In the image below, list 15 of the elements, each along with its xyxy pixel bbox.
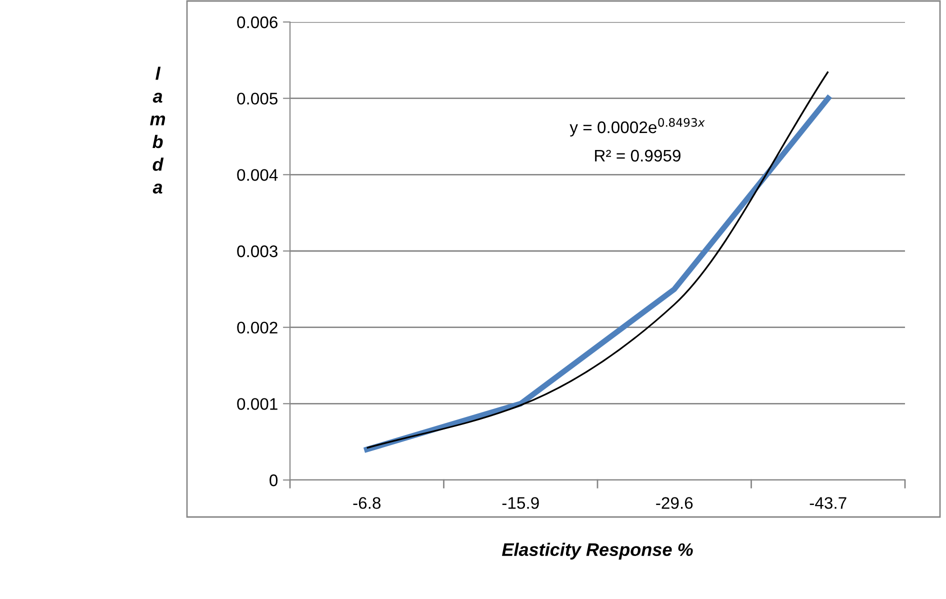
x-tick-label: -43.7 [810,497,846,509]
x-tick-label: -6.8 [353,497,381,509]
y-tick-label: 0.004 [237,169,278,181]
annotation: R² = 0.9959 [595,150,680,162]
x-tick-label: -15.9 [502,497,539,509]
annotation: y = 0.0002e$^{0.8493x}$ [570,118,705,137]
x-tick-label: -29.6 [656,497,693,509]
y-tick-label: 0.005 [237,92,278,105]
y-tick-label: 0 [270,474,278,486]
y-tick-label: 0.001 [237,398,278,410]
x-axis-title: Elasticity Response % [502,542,693,560]
y-axis-title: lambda [150,66,166,194]
y-tick-label: 0.003 [237,245,278,258]
y-tick-label: 0.002 [237,322,278,334]
y-tick-label: 0.006 [237,16,278,28]
